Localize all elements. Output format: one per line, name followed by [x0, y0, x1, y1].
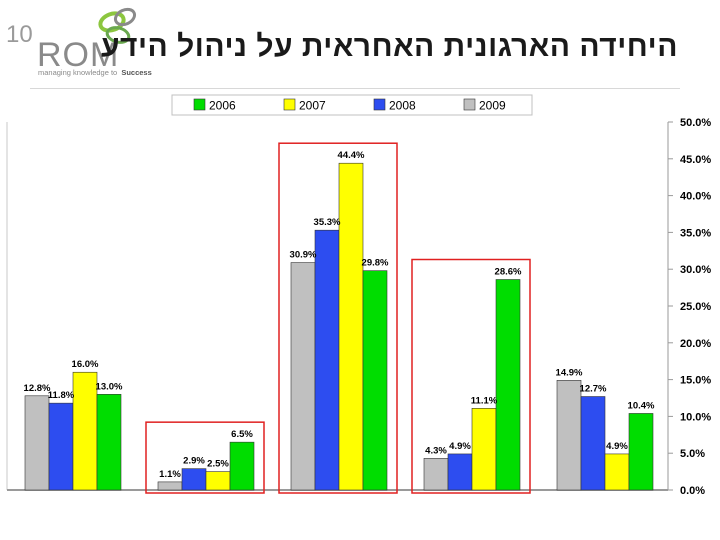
bar-2007-group-2	[205, 471, 231, 491]
bars	[24, 162, 654, 491]
bar-2006-group-3	[362, 270, 388, 491]
data-label-2009-group-2: 1.1%	[159, 469, 181, 480]
bar-2008-group-5	[580, 396, 606, 491]
logo-swirl-icon	[98, 7, 137, 44]
y-tick-label: 35.0%	[680, 227, 711, 239]
bar-2006-group-1	[96, 394, 122, 491]
legend-swatch-2009	[463, 98, 476, 111]
data-label-2006-group-1: 13.0%	[96, 381, 123, 392]
bar-2009-group-4	[423, 458, 449, 491]
y-tick-label: 40.0%	[680, 191, 711, 203]
data-label-2009-group-4: 4.3%	[425, 445, 447, 456]
bar-2007-group-5	[604, 453, 630, 491]
y-tick-label: 5.0%	[680, 448, 705, 460]
data-label-2006-group-5: 10.4%	[628, 400, 655, 411]
bar-2007-group-3	[338, 162, 364, 491]
data-labels: 12.8% 1.1% 30.9% 4.3% 14.9% 11.8% 2.9% 35.3% 4.9…	[24, 150, 655, 480]
bar-2006-group-2	[229, 441, 255, 491]
bar-2009-group-5	[556, 380, 582, 491]
data-label-2008-group-5: 12.7%	[580, 384, 607, 395]
y-tick-label: 20.0%	[680, 338, 711, 350]
data-label-2009-group-3: 30.9%	[290, 250, 317, 261]
data-label-2009-group-5: 14.9%	[556, 367, 583, 378]
bar-2008-group-4	[447, 453, 473, 491]
data-label-2007-group-4: 11.1%	[471, 395, 498, 406]
bar-2009-group-3	[290, 262, 316, 491]
y-tick-label: 0.0%	[680, 485, 705, 497]
data-label-2008-group-4: 4.9%	[449, 441, 471, 452]
bar-2007-group-4	[471, 408, 497, 491]
data-label-2007-group-3: 44.4%	[338, 150, 365, 161]
highlight-box-group-3	[278, 142, 398, 494]
data-label-2006-group-3: 29.8%	[362, 258, 389, 269]
rom-logo: 10 ROM managing knowledge to Success	[6, 7, 152, 77]
legend-swatch-2008	[373, 98, 386, 111]
bar-2008-group-3	[314, 229, 340, 491]
anniversary-number: 10	[6, 21, 33, 48]
data-label-2008-group-3: 35.3%	[314, 217, 341, 228]
data-label-2006-group-4: 28.6%	[495, 267, 522, 278]
y-tick-label: 50.0%	[680, 117, 711, 129]
brand-name: ROM	[37, 36, 119, 74]
legend: 2006 2007 2008 2009	[171, 94, 533, 116]
bar-2006-group-4	[495, 279, 521, 491]
y-tick-label: 25.0%	[680, 301, 711, 313]
legend-label-2009: 2009	[479, 99, 506, 113]
legend-label-2008: 2008	[389, 99, 416, 113]
slide-title: היחידה הארגונית האחראית על ניהול הידע	[100, 30, 678, 63]
title-divider	[30, 88, 680, 89]
data-label-2008-group-2: 2.9%	[183, 456, 205, 467]
legend-swatch-2007	[283, 98, 296, 111]
bar-2008-group-2	[181, 468, 207, 491]
y-tick-label: 10.0%	[680, 411, 711, 423]
y-axis: 50.0% 45.0% 40.0% 35.0% 30.0% 25.0% 20.0% 15.0%…	[668, 117, 711, 497]
data-label-2009-group-1: 12.8%	[24, 383, 51, 394]
highlight-box-group-4	[411, 258, 531, 494]
y-tick-label: 15.0%	[680, 375, 711, 387]
bar-2008-group-1	[48, 402, 74, 491]
data-label-2007-group-5: 4.9%	[606, 441, 628, 452]
brand-tagline: managing knowledge to Success	[38, 68, 152, 77]
y-tick-label: 45.0%	[680, 154, 711, 166]
bar-2009-group-1	[24, 395, 50, 491]
legend-label-2007: 2007	[299, 99, 326, 113]
data-label-2007-group-2: 2.5%	[207, 459, 229, 470]
tagline-prefix: managing knowledge to	[38, 68, 117, 77]
bar-2007-group-1	[72, 371, 98, 491]
data-label-2007-group-1: 16.0%	[72, 359, 99, 370]
bar-2009-group-2	[157, 481, 183, 491]
data-label-2008-group-1: 11.8%	[48, 390, 75, 401]
tagline-emphasis: Success	[121, 68, 151, 77]
highlight-box-group-2	[145, 421, 265, 494]
legend-swatch-2006	[193, 98, 206, 111]
legend-box	[171, 94, 533, 116]
data-label-2006-group-2: 6.5%	[231, 429, 253, 440]
legend-label-2006: 2006	[209, 99, 236, 113]
bar-2006-group-5	[628, 413, 654, 491]
y-tick-label: 30.0%	[680, 264, 711, 276]
highlight-boxes	[145, 142, 531, 494]
